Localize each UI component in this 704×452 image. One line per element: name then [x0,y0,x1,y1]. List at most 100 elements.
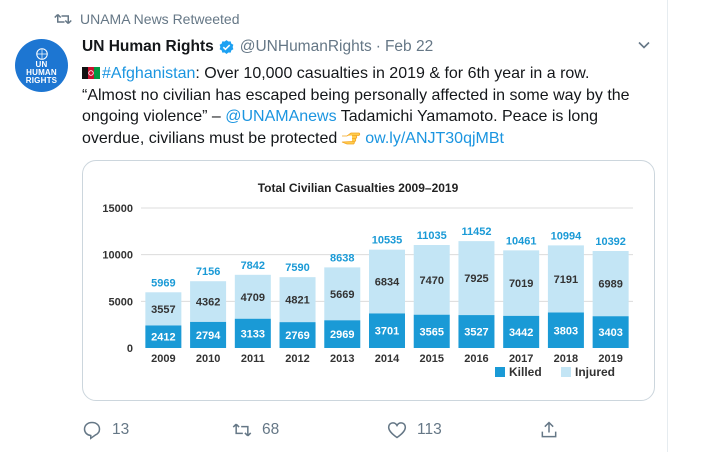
killed-value-label: 3565 [419,326,443,338]
injured-value-label: 7470 [419,275,443,287]
like-count: 113 [417,421,442,438]
legend-swatch [561,367,571,377]
killed-value-label: 3527 [464,327,488,339]
injured-value-label: 6834 [375,277,400,289]
x-tick-label: 2019 [598,353,622,365]
killed-value-label: 3133 [241,328,265,340]
total-value-label: 10994 [551,230,582,242]
injured-value-label: 3557 [151,304,175,316]
heart-icon [387,422,407,439]
bar-injured [503,250,540,316]
killed-value-label: 2794 [196,330,221,342]
like-button[interactable]: 113 [387,420,442,440]
bar-injured [369,249,405,314]
bar-killed [503,315,540,348]
bar-injured [547,245,584,313]
mention-link[interactable]: @UNAMAnews [225,108,337,125]
x-tick-label: 2011 [241,353,265,365]
bar-killed [324,320,361,348]
total-value-label: 10461 [506,235,537,247]
bar-killed [458,315,495,348]
bar-injured [190,281,227,322]
total-value-label: 10392 [595,236,626,248]
injured-value-label: 4362 [196,297,220,309]
tweet-text-2: “Almost no civilian has escaped being pe… [82,86,630,126]
x-tick-label: 2018 [554,353,578,365]
reply-icon [83,421,101,440]
bar-injured [234,274,271,319]
verified-badge-icon [219,39,234,54]
injured-value-label: 5669 [330,289,354,301]
bar-killed [279,322,316,348]
total-value-label: 10535 [372,235,403,247]
avatar[interactable]: UN HUMAN RIGHTS [15,39,68,92]
tweet-date[interactable]: Feb 22 [384,38,434,55]
bar-killed [234,318,271,348]
x-tick-label: 2014 [375,353,400,365]
y-tick-label: 10000 [102,250,133,262]
x-tick-label: 2016 [464,353,488,365]
tweet[interactable]: UNAMA News Retweeted UN HUMAN RIGHTS UN … [0,0,668,452]
bar-injured [324,267,361,321]
x-tick-label: 2009 [151,353,175,365]
killed-value-label: 3701 [375,326,399,338]
killed-value-label: 3403 [598,327,622,339]
retweet-icon [232,423,252,437]
injured-value-label: 4821 [285,295,309,307]
share-button[interactable] [539,420,559,440]
avatar-line-1: UN [35,59,48,69]
bar-killed [592,316,629,348]
killed-value-label: 2969 [330,329,354,341]
chart-title: Total Civilian Casualties 2009–2019 [258,181,459,195]
total-value-label: 7156 [196,266,220,278]
x-tick-label: 2013 [330,353,354,365]
chevron-down-icon[interactable] [637,38,651,52]
x-tick-label: 2012 [285,353,309,365]
retweet-icon [54,13,72,25]
reply-button[interactable]: 13 [82,420,129,440]
action-bar: 13 68 113 [82,420,562,440]
bar-killed [145,325,182,348]
legend-label: Injured [575,365,615,379]
injured-value-label: 4709 [241,292,265,304]
bar-killed [190,321,227,348]
killed-value-label: 2769 [285,330,309,342]
avatar-line-2: HUMAN [26,67,57,77]
bar-injured [145,292,182,326]
pointing-right-icon [342,132,361,144]
injured-value-label: 7019 [509,278,533,290]
bar-killed [547,312,584,348]
killed-value-label: 3803 [554,325,578,337]
y-tick-label: 5000 [109,296,133,308]
retweet-count: 68 [262,421,280,438]
tweet-header: UN Human Rights @UNHumanRights · Feb 22 [82,38,433,56]
total-value-label: 11035 [417,230,447,242]
total-value-label: 5969 [151,277,175,289]
total-value-label: 7842 [241,260,265,272]
url-link[interactable]: ow.ly/ANJT30qjMBt [365,129,504,147]
tweet-text-3: Tadamichi Yamamoto. Peace is long overdu… [82,108,599,147]
injured-value-label: 7191 [554,274,578,286]
bar-injured [592,251,629,317]
author-name[interactable]: UN Human Rights [82,38,214,55]
total-value-label: 7590 [285,262,309,274]
retweet-context[interactable]: UNAMA News Retweeted [54,11,240,27]
tweet-text: #Afghanistan: Over 10,000 casualties in … [82,63,652,149]
afghanistan-flag-icon [82,67,100,79]
total-value-label: 11452 [461,226,491,238]
x-tick-label: 2010 [196,353,220,365]
total-value-label: 8638 [330,252,354,264]
legend-label: Killed [509,365,542,379]
x-tick-label: 2015 [419,353,443,365]
bar-injured [279,277,316,323]
y-tick-label: 15000 [102,203,133,215]
image-card[interactable]: Total Civilian Casualties 2009–2019 1500… [82,160,655,401]
author-handle[interactable]: @UNHumanRights [239,38,372,55]
retweet-button[interactable]: 68 [232,420,279,440]
injured-value-label: 7925 [464,273,488,285]
header-separator: · [375,38,381,55]
avatar-line-3: RIGHTS [25,75,58,85]
bar-injured [458,241,495,316]
hashtag-link[interactable]: #Afghanistan [102,65,196,82]
legend-swatch [495,367,505,377]
